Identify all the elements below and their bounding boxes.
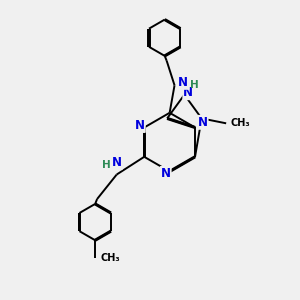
Text: H: H <box>102 160 110 170</box>
Text: N: N <box>161 167 171 180</box>
Text: N: N <box>183 86 193 99</box>
Text: CH₃: CH₃ <box>100 253 120 263</box>
Text: N: N <box>178 76 188 89</box>
Text: N: N <box>112 156 122 169</box>
Text: N: N <box>198 116 208 129</box>
Text: H: H <box>190 80 199 90</box>
Text: N: N <box>135 119 145 132</box>
Text: CH₃: CH₃ <box>230 118 250 128</box>
